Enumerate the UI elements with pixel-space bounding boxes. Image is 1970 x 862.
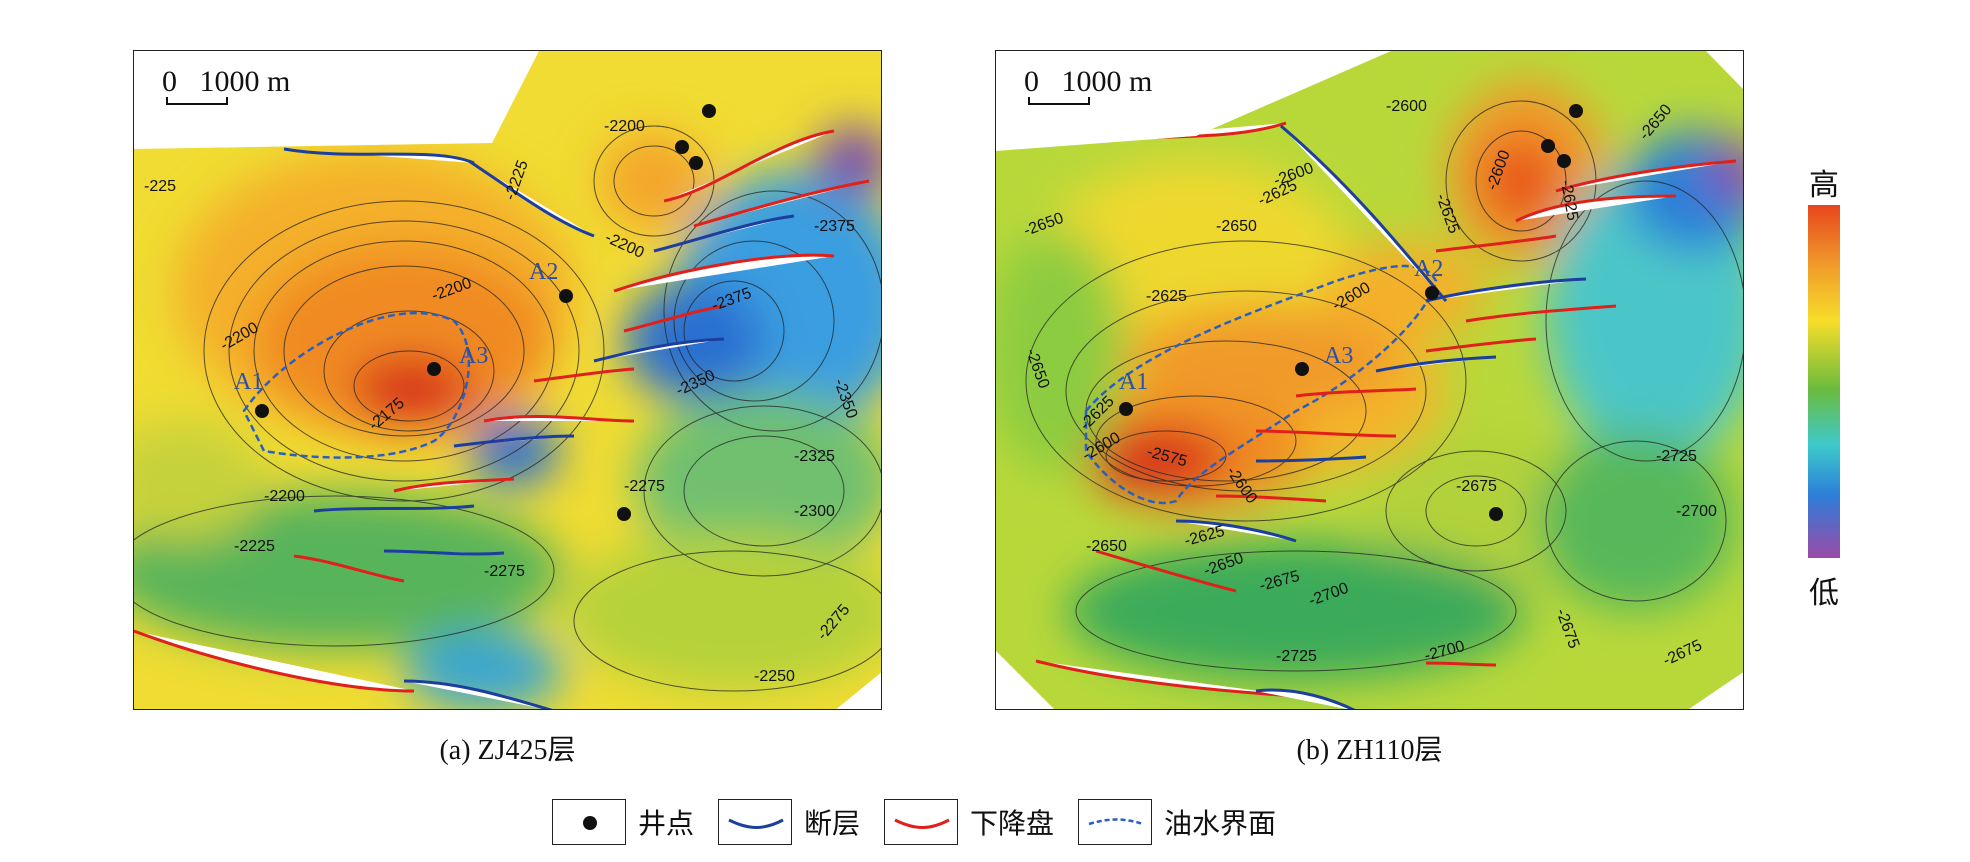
well-point-icon (689, 156, 703, 170)
well-label: A2 (529, 259, 558, 285)
contour-label: -2700 (1676, 503, 1717, 520)
oil-water-contact-icon (1078, 799, 1153, 845)
well-point-icon (702, 104, 716, 118)
well-label: A3 (459, 343, 488, 369)
contour-label: -2625 (1557, 179, 1581, 222)
well-label: A2 (1414, 256, 1443, 282)
downthrown-side-icon (884, 799, 959, 845)
legend-item-oil-water-contact: 油水界面 (1078, 799, 1276, 845)
contour-label: -2275 (624, 478, 665, 495)
legend-item-well: 井点 (552, 799, 694, 845)
well-point-icon (559, 289, 573, 303)
scale-line (1028, 97, 1090, 105)
contour-label: -225 (144, 178, 176, 195)
legend-item-downthrown: 下降盘 (884, 799, 1054, 845)
contour-label: -2600 (1386, 98, 1427, 115)
contour-label: -2650 (1216, 218, 1257, 235)
contour-label: -2375 (814, 218, 855, 235)
well-label: A1 (1119, 369, 1148, 395)
contour-label: -2200 (604, 118, 645, 135)
fault-line-icon (718, 799, 793, 845)
legend: 井点 断层 下降盘 油水界面 (552, 798, 1286, 846)
scale-bar: 0 1000 m (1024, 65, 1153, 105)
well-point-icon (255, 404, 269, 418)
legend-label: 下降盘 (970, 807, 1055, 840)
legend-label: 断层 (804, 807, 861, 840)
well-point-icon (1541, 139, 1555, 153)
well-point-icon (675, 140, 689, 154)
scale-text: 0 1000 m (162, 65, 291, 98)
contour-label: -2725 (1276, 648, 1317, 665)
well-label: A3 (1324, 343, 1353, 369)
scale-bar: 0 1000 m (162, 65, 291, 105)
well-point-icon (1569, 104, 1583, 118)
well-point-icon (552, 799, 626, 845)
contour-label: -2300 (794, 503, 835, 520)
contour-label: -2200 (264, 488, 305, 505)
well-point-icon (1557, 154, 1571, 168)
map-a-caption: (a) ZJ425层 (439, 735, 576, 766)
contour-label: -2225 (234, 538, 275, 555)
contour-label: -2675 (1456, 478, 1497, 495)
legend-label: 井点 (638, 807, 695, 840)
legend-label: 油水界面 (1164, 807, 1277, 840)
well-point-icon (1425, 286, 1439, 300)
legend-item-fault: 断层 (718, 799, 860, 845)
well-point-icon (1489, 507, 1503, 521)
well-point-icon (427, 362, 441, 376)
contour-label: -2275 (484, 563, 525, 580)
scale-text: 0 1000 m (1024, 65, 1153, 98)
contour-label: -2625 (1146, 288, 1187, 305)
map-b-surface: -2600 -2650 -2600 -2625 -2625 -2650 -265… (996, 51, 1743, 709)
well-point-icon (1119, 402, 1133, 416)
map-b-caption: (b) ZH110层 (1296, 735, 1443, 766)
map-a-surface: -225 -2200 -2225 -2200 -2375 -2200 -2200… (134, 51, 881, 709)
well-point-icon (1295, 362, 1309, 376)
contour-label: -2650 (1086, 538, 1127, 555)
colorbar-high-label: 高 (1809, 168, 1839, 203)
elevation-colorbar (1808, 205, 1840, 558)
contour-label: -2725 (1656, 448, 1697, 465)
contour-label: -2325 (794, 448, 835, 465)
well-point-icon (617, 507, 631, 521)
colorbar-low-label: 低 (1809, 576, 1839, 611)
well-label: A1 (234, 369, 263, 395)
contour-label: -2250 (754, 668, 795, 685)
map-b-panel: -2600 -2650 -2600 -2625 -2625 -2650 -265… (995, 50, 1744, 710)
scale-line (166, 97, 228, 105)
map-a-panel: -225 -2200 -2225 -2200 -2375 -2200 -2200… (133, 50, 882, 710)
